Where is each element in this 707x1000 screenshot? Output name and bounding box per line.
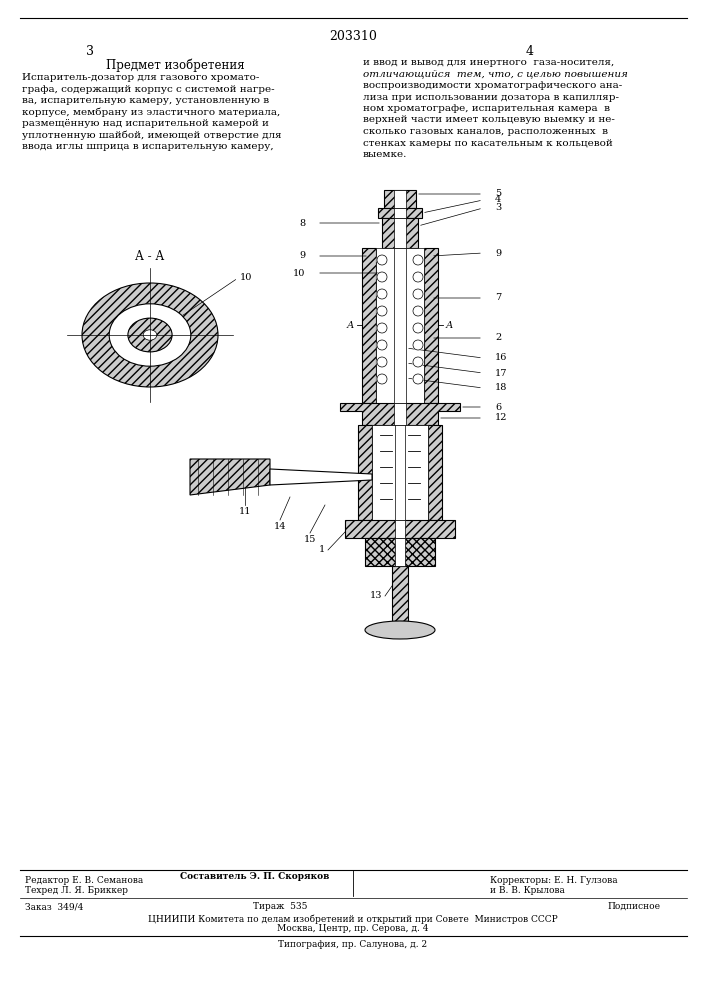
Circle shape [377, 340, 387, 350]
Bar [395, 538, 405, 566]
Text: 15: 15 [304, 535, 316, 544]
Text: 1: 1 [319, 546, 325, 554]
Bar [392, 566, 408, 621]
Text: ва, испарительную камеру, установленную в: ва, испарительную камеру, установленную … [22, 96, 269, 105]
Text: ввода иглы шприца в испарительную камеру,: ввода иглы шприца в испарительную камеру… [22, 142, 274, 151]
Text: Заказ  349/4: Заказ 349/4 [25, 902, 83, 911]
Text: 10: 10 [293, 268, 305, 277]
Text: верхней части имеет кольцевую выемку и не-: верхней части имеет кольцевую выемку и н… [363, 115, 615, 124]
Text: Редактор Е. В. Семанова: Редактор Е. В. Семанова [25, 876, 144, 885]
Circle shape [413, 340, 423, 350]
Circle shape [377, 272, 387, 282]
Bar [394, 218, 406, 248]
Text: 203310: 203310 [329, 30, 377, 43]
Text: Составитель Э. П. Скоряков: Составитель Э. П. Скоряков [180, 872, 329, 881]
Text: Типография, пр. Салунова, д. 2: Типография, пр. Салунова, д. 2 [279, 940, 428, 949]
Text: 13: 13 [370, 591, 382, 600]
Text: Корректоры: Е. Н. Гулзова: Корректоры: Е. Н. Гулзова [490, 876, 618, 885]
Text: 16: 16 [495, 354, 508, 362]
Circle shape [413, 357, 423, 367]
Bar [394, 190, 406, 208]
Bar [428, 425, 442, 520]
Bar [394, 403, 406, 425]
Text: корпусе, мембрану из эластичного материала,: корпусе, мембрану из эластичного материа… [22, 107, 280, 117]
Ellipse shape [365, 621, 435, 639]
Text: ЦНИИПИ Комитета по делам изобретений и открытий при Совете  Министров СССР: ЦНИИПИ Комитета по делам изобретений и о… [148, 914, 558, 924]
Circle shape [413, 323, 423, 333]
Text: Предмет изобретения: Предмет изобретения [105, 58, 245, 72]
Text: А: А [446, 320, 453, 330]
Text: ном хроматографе, испарительная камера  в: ном хроматографе, испарительная камера в [363, 104, 610, 113]
Text: Испаритель-дозатор для газового хромато-: Испаритель-дозатор для газового хромато- [22, 73, 259, 82]
Circle shape [377, 323, 387, 333]
Text: 11: 11 [239, 507, 251, 516]
Circle shape [377, 255, 387, 265]
Text: 5: 5 [495, 190, 501, 198]
Polygon shape [345, 520, 455, 538]
Circle shape [413, 255, 423, 265]
Text: размещённую над испарительной камерой и: размещённую над испарительной камерой и [22, 119, 269, 128]
Text: воспроизводимости хроматографического ана-: воспроизводимости хроматографического ан… [363, 81, 622, 90]
Text: графа, содержащий корпус с системой нагре-: графа, содержащий корпус с системой нагр… [22, 85, 274, 94]
Text: 9: 9 [495, 248, 501, 257]
Circle shape [413, 289, 423, 299]
Ellipse shape [144, 330, 157, 340]
Bar [362, 248, 376, 403]
Text: 8: 8 [299, 219, 305, 228]
Text: А: А [346, 320, 354, 330]
Circle shape [377, 357, 387, 367]
Circle shape [377, 306, 387, 316]
Polygon shape [270, 469, 372, 485]
Circle shape [413, 306, 423, 316]
Bar [365, 538, 435, 566]
Bar [395, 520, 405, 538]
Text: стенках камеры по касательным к кольцевой: стенках камеры по касательным к кольцево… [363, 138, 613, 147]
Circle shape [413, 272, 423, 282]
Bar [395, 425, 405, 520]
Text: 4: 4 [526, 45, 534, 58]
Circle shape [377, 289, 387, 299]
Text: 12: 12 [495, 414, 508, 422]
Text: Подписное: Подписное [607, 902, 660, 911]
Text: Москва, Центр, пр. Серова, д. 4: Москва, Центр, пр. Серова, д. 4 [277, 924, 428, 933]
Bar [372, 425, 428, 520]
Bar [394, 248, 406, 403]
Text: Тираж  535: Тираж 535 [252, 902, 308, 911]
Ellipse shape [82, 283, 218, 387]
Text: 2: 2 [495, 334, 501, 342]
Text: 3: 3 [86, 45, 94, 58]
Text: и ввод и вывод для инертного  газа-носителя,: и ввод и вывод для инертного газа-носите… [363, 58, 614, 67]
Text: выемке.: выемке. [363, 150, 407, 159]
Text: 4: 4 [495, 196, 501, 205]
Text: и В. В. Крылова: и В. В. Крылова [490, 886, 565, 895]
Text: 14: 14 [274, 522, 286, 531]
Bar [384, 190, 416, 208]
Bar [382, 218, 418, 248]
Text: сколько газовых каналов, расположенных  в: сколько газовых каналов, расположенных в [363, 127, 608, 136]
Text: 6: 6 [495, 402, 501, 412]
Text: лиза при использовании дозатора в капилляр-: лиза при использовании дозатора в капилл… [363, 93, 619, 102]
Text: отличающийся  тем, что, с целью повышения: отличающийся тем, что, с целью повышения [363, 70, 628, 79]
Bar [376, 248, 424, 403]
Text: 18: 18 [495, 383, 508, 392]
Text: Техред Л. Я. Бриккер: Техред Л. Я. Бриккер [25, 886, 128, 895]
Circle shape [413, 374, 423, 384]
Text: 17: 17 [495, 368, 508, 377]
Text: 7: 7 [495, 294, 501, 302]
Text: 10: 10 [240, 273, 252, 282]
Ellipse shape [128, 318, 172, 352]
Text: 3: 3 [495, 204, 501, 213]
Bar [358, 425, 372, 520]
Bar [378, 208, 422, 218]
Ellipse shape [109, 304, 191, 366]
Polygon shape [190, 459, 270, 495]
Polygon shape [340, 403, 460, 425]
Bar [394, 208, 406, 218]
Text: А - А: А - А [135, 250, 165, 263]
Text: 9: 9 [299, 251, 305, 260]
Text: уплотненную шайбой, имеющей отверстие для: уплотненную шайбой, имеющей отверстие дл… [22, 130, 281, 140]
Bar [424, 248, 438, 403]
Circle shape [377, 374, 387, 384]
